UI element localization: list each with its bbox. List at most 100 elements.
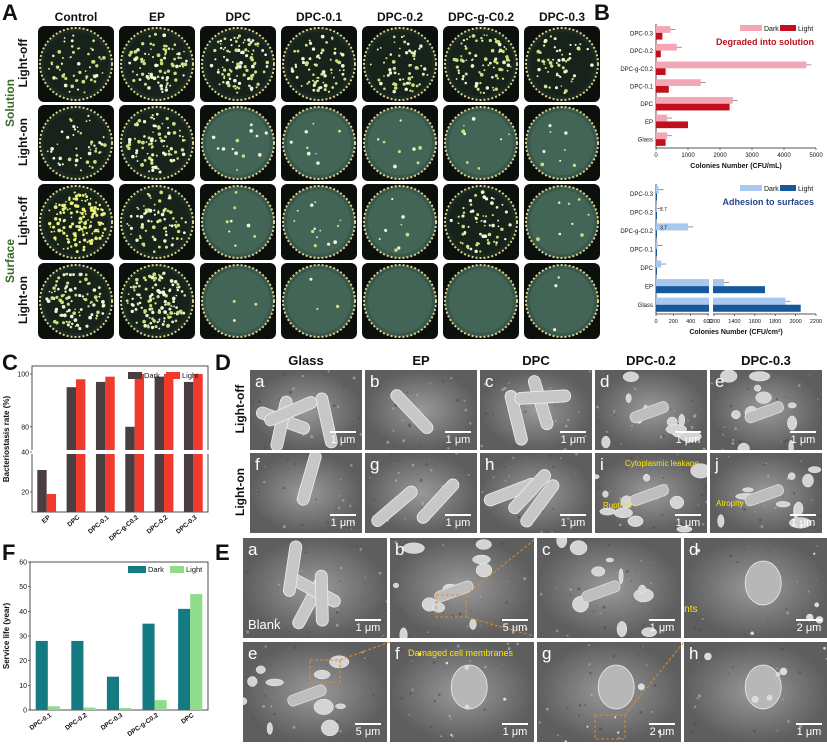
petri-dish-photo (443, 184, 519, 260)
scale-bar-label: 2 μm (649, 726, 675, 738)
petri-dish-photo (38, 263, 114, 339)
category-label: DPC (66, 514, 81, 528)
legend-swatch-dark (128, 372, 142, 379)
bar-value-label: 3.7 (660, 225, 667, 231)
sem-panel-letter: b (395, 540, 404, 560)
scale-bar-line (502, 723, 528, 725)
category-label: DPC-0.1 (630, 248, 654, 254)
scale-bar: 1 μm (790, 514, 816, 529)
y-tick-label: 0 (23, 708, 27, 715)
category-label: DPC-0.3 (175, 514, 199, 536)
scale-bar-label: 1 μm (790, 434, 816, 446)
sem-panel-letter: g (370, 455, 379, 475)
column-header: DPC (480, 353, 592, 368)
scale-bar-line (330, 514, 356, 516)
sem-panel-letter: e (715, 372, 724, 392)
y-tick-label: 50 (19, 584, 27, 591)
y-axis-label: Bacteriostasis rate (%) (2, 396, 11, 483)
x-axis-label: Colonies Number (CFU/mL) (690, 163, 781, 170)
scale-bar-label: 5 μm (355, 726, 381, 738)
petri-dish-photo (38, 184, 114, 260)
bar-light (164, 374, 173, 450)
sem-panel-letter: h (689, 644, 698, 664)
y-axis-label: Service life (year) (2, 603, 11, 670)
category-label: DPC-g-C0.2 (126, 712, 160, 738)
scale-bar-line (790, 431, 816, 433)
scale-bar-label: 1 μm (445, 517, 471, 529)
scale-bar: 1 μm (675, 431, 701, 446)
sem-image: d2 μmBacterial contents (684, 538, 827, 638)
petri-dish-photo (443, 263, 519, 339)
scale-bar: 1 μm (355, 619, 381, 634)
x-tick-label: 2000 (789, 319, 801, 325)
category-label: DPC-0.2 (146, 514, 170, 536)
bar-light (190, 594, 202, 710)
scale-bar-label: 1 μm (796, 726, 822, 738)
y-tick-label: 80 (21, 424, 29, 431)
scale-bar-label: 1 μm (649, 622, 675, 634)
scale-bar: 5 μm (355, 723, 381, 738)
plot-frame (32, 366, 208, 512)
row-label: Light-on (233, 452, 247, 532)
x-tick-label: 400 (686, 319, 695, 325)
scale-bar: 1 μm (790, 431, 816, 446)
bar-light (105, 377, 114, 450)
scale-bar: 1 μm (445, 514, 471, 529)
scale-bar-label: 5 μm (502, 622, 528, 634)
sem-panel-letter: f (255, 455, 260, 475)
bar-light (193, 374, 202, 450)
bar-dark-lower (96, 454, 105, 512)
scale-bar-label: 1 μm (502, 726, 528, 738)
bar-light (656, 305, 801, 312)
bar-light (656, 51, 661, 58)
bar-light (47, 494, 56, 512)
bar-light (656, 104, 730, 111)
scale-bar-label: 1 μm (675, 434, 701, 446)
annotation-bacterial-contents: Bacterial contents (684, 604, 698, 615)
y-tick-label: 40 (21, 450, 29, 457)
bar-dark (656, 26, 670, 33)
axis-break (709, 184, 713, 316)
bar-dark (656, 261, 661, 268)
bar-light (656, 212, 657, 219)
category-label: DPC-g-C0.2 (620, 67, 653, 73)
legend-label-dark: Dark (764, 186, 779, 193)
x-tick-label: 5000 (809, 153, 823, 159)
bar-light (135, 374, 144, 450)
axis-break (28, 450, 212, 454)
x-tick-label: 1600 (749, 319, 761, 325)
legend-swatch-light (170, 566, 184, 573)
bar-dark (37, 470, 46, 512)
sem-panel-letter: a (255, 372, 264, 392)
scale-bar-label: 1 μm (560, 517, 586, 529)
x-tick-label: 200 (669, 319, 678, 325)
sem-panel-letter: e (248, 644, 257, 664)
bar-light (656, 86, 669, 93)
bar-dark (656, 62, 806, 69)
bar-dark (656, 186, 659, 193)
bar-dark (142, 624, 154, 710)
legend-label-dark: Dark (764, 26, 779, 33)
scale-bar-line (649, 619, 675, 621)
x-tick-label: 0 (654, 153, 658, 159)
row-label: Light-on (16, 107, 30, 177)
category-label: DPC (640, 266, 653, 272)
petri-dish-photo (200, 105, 276, 181)
category-label: DPC-0.3 (630, 31, 654, 37)
x-tick-label: 2000 (713, 153, 727, 159)
petri-dish-photo (281, 105, 357, 181)
scale-bar: 1 μm (560, 514, 586, 529)
scale-bar-line (445, 514, 471, 516)
petri-dish-photo (200, 26, 276, 102)
scale-bar: 1 μm (502, 723, 528, 738)
scale-bar-line (649, 723, 675, 725)
y-tick-label: 40 (19, 609, 27, 616)
sem-panel-letter: g (542, 644, 551, 664)
legend-swatch-dark (740, 185, 762, 191)
